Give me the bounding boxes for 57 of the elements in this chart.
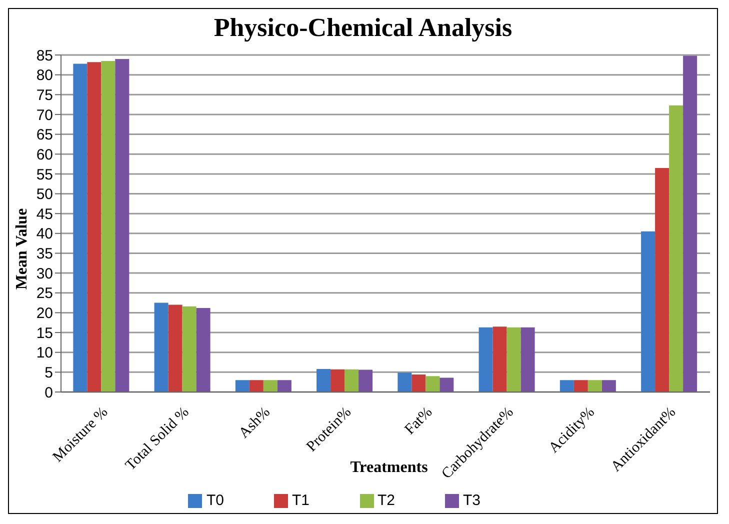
bar [412, 374, 426, 392]
bar [235, 380, 250, 392]
y-tick-label: 10 [36, 344, 53, 362]
y-tick-label: 50 [36, 186, 53, 204]
y-tick-label: 0 [44, 384, 53, 402]
x-axis-title: Treatments [350, 459, 428, 476]
bar [478, 327, 493, 392]
y-tick-label: 55 [36, 166, 53, 184]
bar [115, 58, 130, 392]
bar [641, 231, 656, 392]
y-tick-label: 40 [36, 226, 53, 243]
bar [683, 56, 698, 392]
y-tick-label: 65 [36, 126, 53, 144]
bar [398, 372, 412, 392]
y-axis-title: Mean Value [14, 208, 32, 290]
y-tick-label: 30 [36, 265, 53, 282]
y-tick-label: 20 [36, 305, 53, 322]
y-tick-label: 70 [36, 106, 53, 124]
bar [277, 380, 292, 392]
legend-label: T0 [206, 492, 224, 509]
bar [87, 62, 102, 392]
bar [154, 302, 168, 392]
y-tick-label: 5 [44, 364, 53, 382]
bar [588, 380, 602, 392]
bar [574, 380, 588, 392]
bar [560, 380, 574, 392]
bar [330, 369, 345, 392]
y-tick-label: 80 [36, 67, 53, 84]
bar [655, 168, 670, 392]
y-tick-label: 45 [36, 206, 53, 223]
bar [358, 370, 373, 392]
bar [520, 327, 535, 392]
bar [316, 369, 331, 392]
bar [249, 380, 264, 392]
bar [196, 308, 210, 392]
bar [73, 64, 88, 392]
bar [426, 376, 440, 392]
bar [344, 369, 359, 392]
y-tick-label: 35 [36, 246, 53, 263]
bar [669, 105, 684, 392]
bar [602, 380, 616, 392]
bar [263, 380, 278, 392]
legend-label: T3 [463, 492, 481, 509]
bar [101, 60, 116, 392]
y-tick-label: 60 [36, 146, 53, 164]
legend-label: T1 [292, 492, 310, 509]
y-tick-label: 25 [36, 285, 53, 302]
legend-label: T2 [378, 492, 396, 509]
chart-title: Physico-Chemical Analysis [212, 13, 514, 44]
bar [440, 378, 454, 392]
y-tick-label: 85 [36, 47, 53, 64]
bar [492, 326, 507, 392]
y-tick-label: 75 [36, 86, 53, 104]
bar [506, 327, 521, 392]
bar [168, 304, 182, 392]
bar [182, 306, 196, 392]
y-tick-label: 15 [36, 324, 53, 342]
